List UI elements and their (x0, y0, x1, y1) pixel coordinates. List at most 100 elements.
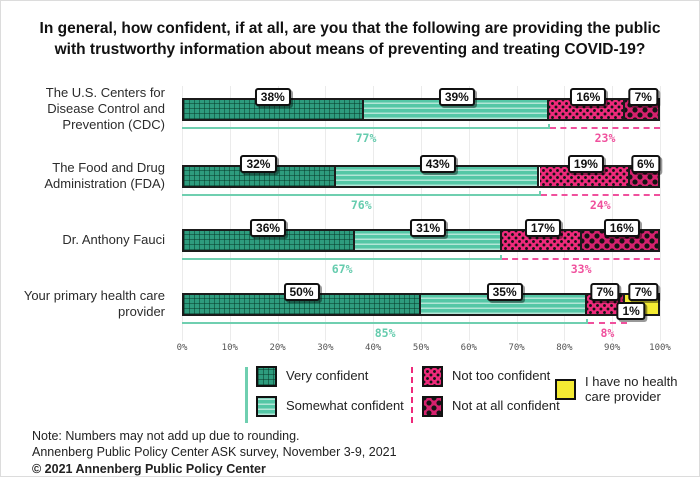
not-confident-subtotal-line (502, 255, 660, 260)
plot-area: 0% 10% 20% 30% 40% 50% 60% 70% 80% 90% 100% 38% 39% 1… (177, 86, 671, 361)
legend-group-not-confident: Not too confident Not at all confident (411, 366, 560, 426)
value-label: 43% (419, 155, 456, 173)
legend-label: Very confident (286, 368, 369, 384)
somewhat-confident-swatch (256, 396, 277, 417)
value-label: 39% (438, 88, 475, 106)
segment-somewhat-confident (364, 100, 549, 119)
x-axis-tick: 10% (221, 343, 238, 353)
gridline (421, 86, 422, 341)
stacked-bar (182, 98, 660, 121)
legend-item-very-confident: Very confident (256, 366, 404, 387)
segment-somewhat-confident (335, 167, 540, 186)
gridline (660, 86, 661, 341)
value-label: 7% (628, 88, 658, 106)
category-label: The Food and Drug Administration (FDA) (44, 159, 165, 191)
segment-very-confident (184, 167, 336, 186)
value-label: 38% (254, 88, 291, 106)
value-label: 31% (410, 219, 447, 237)
value-label: 16% (570, 88, 607, 106)
survey-source: Annenberg Public Policy Center ASK surve… (32, 445, 397, 460)
gridline (564, 86, 566, 341)
not-confident-subtotal-label: 33% (570, 262, 592, 276)
legend-rail-not-confident (411, 367, 413, 423)
x-axis-tick: 70% (508, 343, 525, 353)
category-label: Your primary health care provider (23, 287, 165, 319)
x-axis-tick: 100% (649, 343, 671, 353)
segment-very-confident (184, 100, 365, 119)
confident-subtotal-label: 77% (355, 131, 377, 145)
value-label: 32% (240, 155, 277, 173)
confident-subtotal-line (182, 319, 589, 324)
no-provider-swatch (555, 379, 576, 401)
value-label: 17% (524, 219, 561, 237)
not-confident-subtotal-label: 8% (600, 326, 615, 340)
very-confident-swatch (256, 366, 277, 387)
not-confident-subtotal-label: 24% (589, 198, 611, 212)
x-axis-tick: 40% (365, 343, 382, 353)
legend-item-somewhat-confident: Somewhat confident (256, 396, 404, 417)
legend-item-not-at-all-confident: Not at all confident (422, 396, 560, 417)
chart-title: In general, how confident, if at all, ar… (39, 20, 661, 59)
value-label: 16% (603, 219, 640, 237)
value-label: 6% (630, 155, 661, 173)
copyright: © 2021 Annenberg Public Policy Center (32, 461, 266, 476)
x-axis-tick: 20% (269, 343, 286, 353)
category-axis: The U.S. Centers for Disease Control and… (1, 84, 171, 346)
value-label: 7% (590, 283, 620, 301)
not-too-confident-swatch (422, 366, 443, 387)
segment-very-confident (184, 295, 421, 314)
not-confident-subtotal-line (588, 319, 627, 324)
x-axis-tick: 90% (604, 343, 621, 353)
legend-label: Not at all confident (452, 398, 560, 414)
confident-subtotal-label: 85% (374, 326, 396, 340)
legend-item-not-too-confident: Not too confident (422, 366, 560, 387)
confident-subtotal-line (182, 191, 541, 196)
legend-label: Somewhat confident (286, 398, 404, 414)
not-at-all-confident-swatch (422, 396, 443, 417)
segment-somewhat-confident (421, 295, 587, 314)
gridline (325, 86, 327, 341)
legend-rail-confident (245, 367, 248, 423)
segment-somewhat-confident (354, 231, 502, 250)
gridline (373, 86, 375, 341)
legend-item-no-provider: I have no health care provider (555, 374, 699, 405)
not-confident-subtotal-line (550, 124, 660, 129)
gridline (612, 86, 614, 341)
x-axis-tick: 60% (460, 343, 477, 353)
gridline (229, 86, 231, 341)
gridline (182, 86, 183, 341)
category-label: Dr. Anthony Fauci (62, 231, 165, 247)
segment-not-too-confident (539, 167, 630, 186)
footnotes: Note: Numbers may not add up due to roun… (32, 428, 397, 476)
value-label: 36% (250, 219, 287, 237)
value-label: 19% (567, 155, 604, 173)
x-axis-tick: 30% (317, 343, 334, 353)
legend-label: Not too confident (452, 368, 551, 384)
x-axis-tick: 0% (176, 343, 188, 353)
legend-group-confident: Very confident Somewhat confident (245, 366, 404, 426)
rounding-note: Note: Numbers may not add up due to roun… (32, 429, 300, 443)
x-axis-tick: 50% (412, 343, 430, 353)
confident-subtotal-line (182, 124, 551, 129)
stacked-bar (182, 293, 660, 316)
confident-subtotal-label: 67% (331, 262, 353, 276)
segment-not-too-confident (501, 231, 583, 250)
x-axis-tick: 80% (556, 343, 573, 353)
not-confident-subtotal-label: 23% (594, 131, 616, 145)
segment-very-confident (184, 231, 355, 250)
value-label: 7% (628, 283, 658, 301)
legend-group-no-provider: I have no health care provider (555, 374, 699, 414)
not-confident-subtotal-line (540, 191, 660, 196)
gridline (468, 86, 470, 341)
value-label: 1% (616, 302, 646, 320)
legend-label: I have no health care provider (585, 374, 678, 404)
gridline (516, 86, 518, 341)
category-label: The U.S. Centers for Disease Control and… (45, 84, 165, 133)
value-label: 50% (283, 283, 320, 301)
stacked-bar (182, 165, 660, 188)
gridline (277, 86, 279, 341)
confident-subtotal-line (182, 255, 503, 260)
confident-subtotal-label: 76% (350, 198, 372, 212)
value-label: 35% (486, 283, 523, 301)
